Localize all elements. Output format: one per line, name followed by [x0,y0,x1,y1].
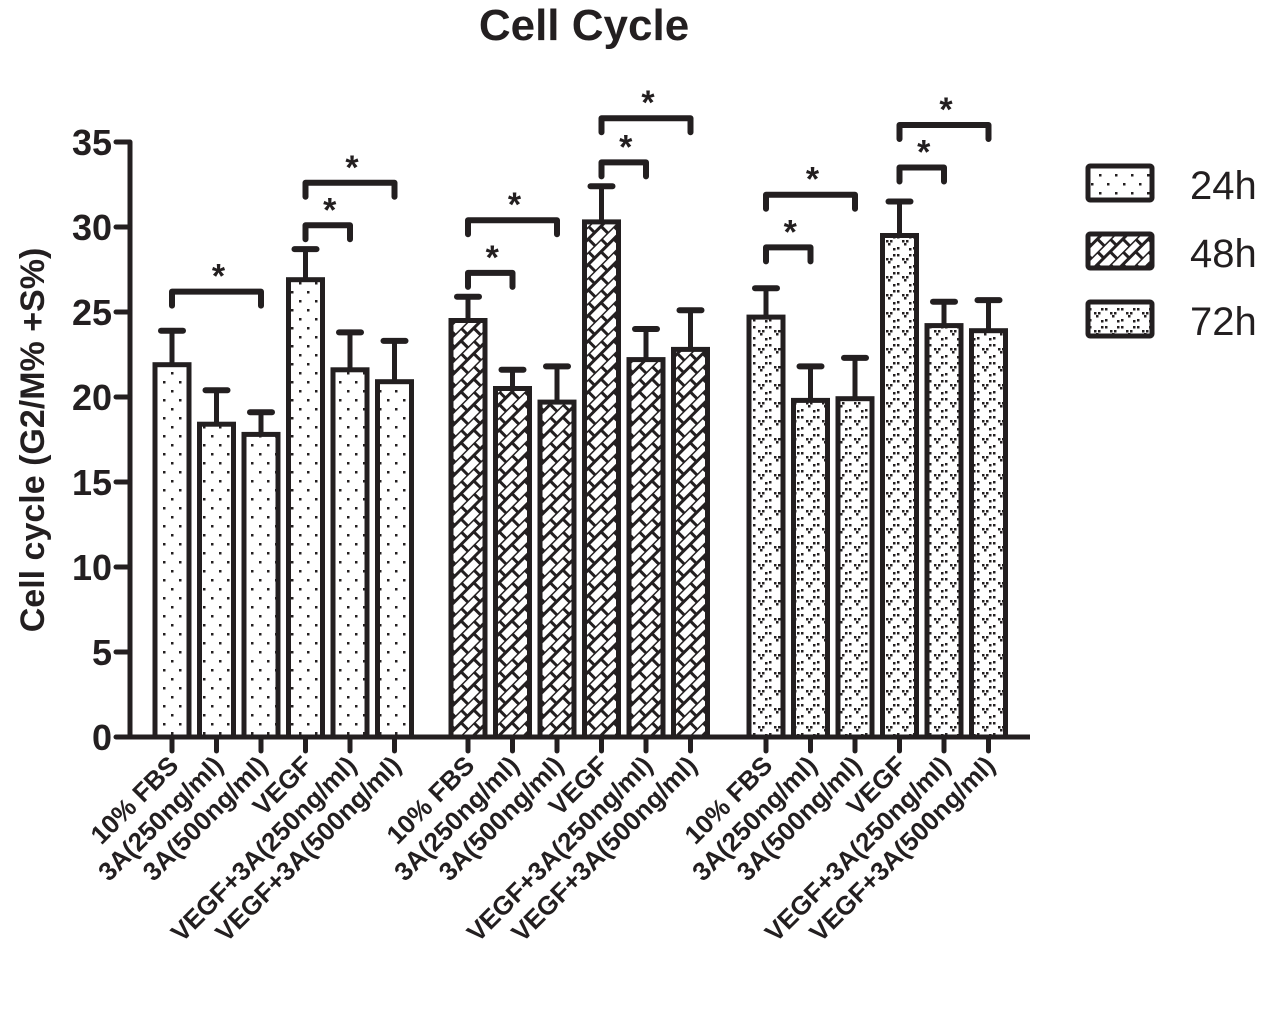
significance-star: * [345,149,359,187]
bar-group [626,326,666,740]
bar-group [493,366,532,740]
bracket-line [598,115,694,136]
bar-group [537,363,577,740]
bar [791,397,830,740]
y-tick-label: 35 [72,122,112,163]
bracket-line [896,164,947,185]
legend-item: 72h [1085,299,1257,344]
y-tick-label: 15 [72,462,112,503]
bar [493,386,532,740]
y-tick-label: 0 [92,717,112,758]
significance-star: * [939,91,953,129]
chart-title: Cell Cycle [479,1,689,50]
bar [582,219,621,740]
bar-group [375,337,414,740]
bracket-line [169,288,264,309]
bar [286,277,325,740]
bar-group [582,183,621,740]
y-tick-label: 5 [92,632,112,673]
bar [924,323,964,740]
significance-star: * [212,258,226,296]
legend-swatch [1085,163,1155,203]
significance-star: * [917,134,931,172]
bracket-line [302,222,353,243]
y-tick-label: 25 [72,292,112,333]
bar-group [286,246,325,740]
bracket-line [465,217,560,238]
legend-label: 48h [1190,232,1257,276]
significance-bracket: * [763,161,858,212]
significance-star: * [806,161,820,199]
bar [448,318,488,740]
significance-star: * [508,186,522,224]
significance-bracket: * [896,91,992,142]
legend-label: 72h [1190,300,1257,344]
legend-swatch [1085,231,1155,271]
bracket-line [302,179,398,200]
bracket-line [763,244,814,265]
bar-group [924,298,964,740]
significance-bracket: * [302,191,353,243]
legend-item: 48h [1085,231,1257,276]
significance-annotations: *********** [169,84,992,309]
significance-bracket: * [465,239,516,290]
legend-item: 24h [1085,163,1257,208]
significance-bracket: * [302,149,398,200]
legend: 24h 48h 72h [1085,163,1257,344]
bar [880,233,919,740]
significance-bracket: * [896,134,947,185]
bar-group [791,363,830,740]
bar-group [746,285,786,740]
bar [375,379,414,740]
significance-bracket: * [169,258,264,309]
significance-star: * [641,84,655,122]
bar-group [671,307,710,740]
bar [330,367,370,740]
bracket-line [896,122,992,142]
x-tick-labels: 10% FBS3A(250ng/ml)3A(500ng/ml)VEGFVEGF+… [84,750,1000,947]
bar [835,396,875,740]
bars [152,183,1008,740]
bar [197,421,236,740]
bar [671,346,710,740]
y-tick-label: 20 [72,377,112,418]
significance-bracket: * [465,186,560,238]
y-axis-label: Cell cycle (G2/M% +S%) [14,248,52,633]
bar [969,328,1008,740]
significance-star: * [323,191,337,229]
significance-star: * [784,213,798,251]
significance-star: * [486,239,500,277]
bar [152,362,192,740]
significance-bracket: * [763,213,814,265]
significance-bracket: * [598,84,694,136]
bar-group [241,409,281,740]
bar-group [969,297,1008,740]
bar [626,357,666,740]
bar-group [835,354,875,740]
legend-label: 24h [1190,164,1257,208]
bracket-line [465,269,516,290]
bar-group [197,387,236,740]
bar-group [448,293,488,740]
y-tick-label: 10 [72,547,112,588]
bar [537,399,577,740]
significance-star: * [619,128,633,166]
y-tick-label: 30 [72,207,112,248]
bar-group [330,329,370,740]
bar-group [152,327,192,740]
bracket-line [598,159,649,180]
bracket-line [763,191,858,212]
legend-swatch [1085,299,1155,339]
significance-bracket: * [598,128,649,180]
bar [746,314,786,740]
bar-group [880,198,919,740]
bar [241,431,281,740]
